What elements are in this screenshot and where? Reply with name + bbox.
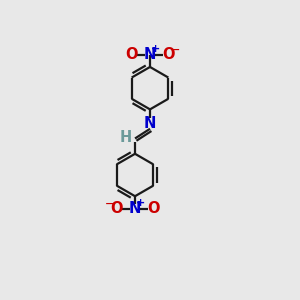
Text: O: O	[147, 201, 160, 216]
Text: H: H	[120, 130, 132, 145]
Text: O: O	[125, 47, 138, 62]
Text: O: O	[110, 201, 123, 216]
Text: N: N	[144, 116, 156, 131]
Text: +: +	[151, 44, 160, 54]
Text: +: +	[136, 198, 146, 208]
Text: −: −	[104, 199, 114, 209]
Text: O: O	[162, 47, 175, 62]
Text: N: N	[144, 47, 156, 62]
Text: −: −	[171, 45, 181, 55]
Text: N: N	[129, 201, 141, 216]
